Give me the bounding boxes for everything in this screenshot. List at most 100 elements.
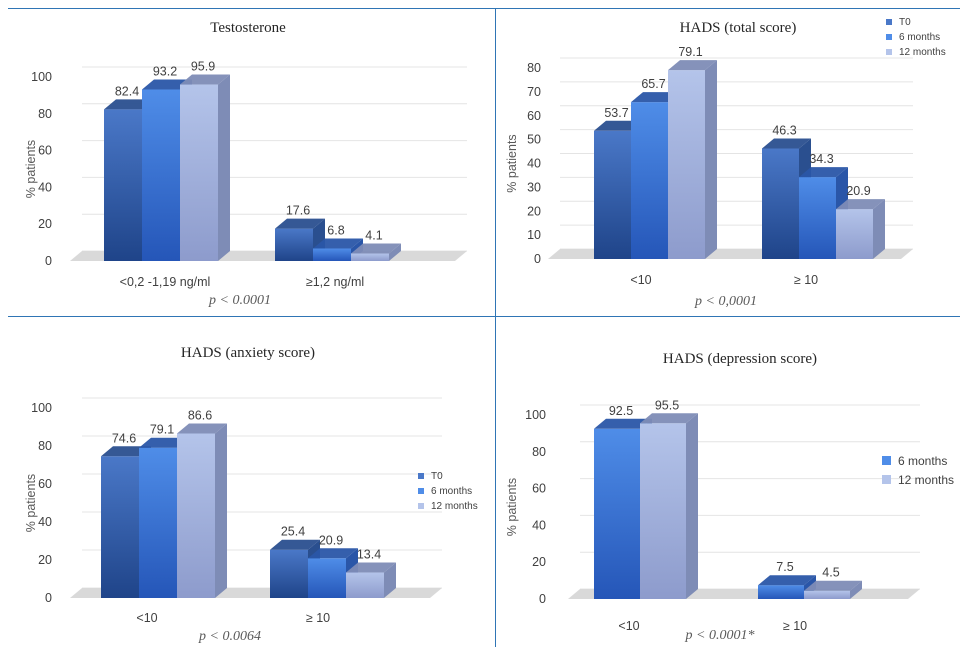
bar-side [850, 580, 862, 599]
bar-front [836, 209, 873, 259]
legend-label-12-months: 12 months [899, 47, 946, 58]
legend-swatch-t0 [418, 473, 424, 479]
data-label: 17.6 [286, 204, 310, 218]
y-tick-label: 80 [38, 439, 52, 453]
chart-title: Testosterone [210, 20, 286, 36]
x-category-label: ≥ 10 [306, 611, 330, 625]
bar-top [799, 167, 848, 178]
chart-hads-anxiety: HADS (anxiety score) 0 20 40 60 80 100 % patien… [0, 317, 495, 647]
data-label: 20.9 [319, 533, 343, 547]
y-tick-label: 20 [38, 217, 52, 231]
x-category-label: <10 [630, 273, 651, 287]
data-label: 46.3 [772, 123, 796, 137]
data-label: 93.2 [153, 65, 177, 79]
chart-title: HADS (depression score) [663, 351, 817, 367]
data-label: 79.1 [678, 45, 702, 59]
bar-top [275, 218, 325, 229]
y-tick-label: 40 [527, 157, 541, 171]
bar-front [762, 148, 799, 259]
bar-top [313, 238, 363, 249]
data-label: 13.4 [357, 548, 381, 562]
bar-front [104, 109, 142, 261]
legend-label-12-months: 12 months [898, 473, 954, 487]
bar-front [346, 572, 384, 598]
y-tick-label: 80 [38, 107, 52, 121]
bar-top [139, 437, 189, 448]
bar-front [177, 433, 215, 598]
bar-12-months-2 [836, 199, 885, 259]
bar-front [351, 253, 389, 261]
bar-front [142, 89, 180, 262]
bar-front [631, 102, 668, 259]
chart-title: HADS (total score) [680, 20, 797, 36]
bar-12-months-1 [668, 60, 717, 260]
data-label: 65.7 [641, 77, 665, 91]
y-tick-label: 20 [527, 204, 541, 218]
bar-front [594, 428, 640, 599]
bar-side [705, 60, 717, 260]
bar-front [101, 456, 139, 598]
y-tick-label: 100 [31, 401, 52, 415]
y-tick-label: 40 [532, 518, 546, 532]
bar-front [308, 558, 346, 598]
y-tick-label: 60 [527, 109, 541, 123]
data-label: 95.5 [655, 398, 679, 412]
bar-top [631, 92, 680, 103]
x-category-label: ≥ 10 [783, 619, 807, 633]
x-category-label: <10 [136, 611, 157, 625]
vertical-divider [495, 8, 496, 647]
legend-swatch-12-months [418, 503, 424, 509]
bar-side [873, 199, 885, 259]
legend-label-t0: T0 [431, 471, 443, 482]
bar-side [384, 562, 396, 598]
x-category-label: <0,2 -1,19 ng/ml [120, 275, 211, 289]
legend-swatch-6-months [886, 34, 892, 40]
bar-top [142, 79, 192, 90]
bar-side [686, 413, 698, 599]
bar-top [804, 580, 862, 591]
legend-swatch-t0 [886, 19, 892, 25]
y-tick-label: 30 [527, 180, 541, 194]
bar-top [270, 539, 320, 550]
bar-front [139, 447, 177, 598]
bar-12-months-2 [351, 243, 401, 261]
bar-top [308, 548, 358, 559]
y-tick-label: 40 [38, 180, 52, 194]
data-label: 74.6 [112, 431, 136, 445]
chart-testosterone: Testosterone 0 20 40 60 80 100 % patients 82.4 93… [0, 0, 495, 316]
bar-top [594, 418, 652, 429]
y-tick-label: 0 [45, 254, 52, 268]
bar-12-months-1 [640, 413, 698, 599]
bar-front [594, 130, 631, 259]
y-tick-label: 10 [527, 228, 541, 242]
p-value: p < 0.0001 [208, 293, 271, 308]
bar-side [389, 243, 401, 261]
bar-front [640, 423, 686, 599]
bar-12-months-1 [180, 74, 230, 261]
chart-hads-total: HADS (total score) 0 10 20 30 40 50 60 70 80 % pat… [496, 0, 964, 316]
legend-label-6-months: 6 months [898, 454, 947, 468]
y-tick-label: 40 [38, 515, 52, 529]
bar-top [762, 138, 811, 149]
bar-side [215, 423, 227, 598]
chart-hads-depression: HADS (depression score) 0 20 40 60 80 100 % pat… [496, 317, 964, 647]
data-label: 95.9 [191, 60, 215, 74]
bar-12-months-2 [346, 562, 396, 598]
legend-swatch-6-months [418, 488, 424, 494]
x-category-label: ≥ 10 [794, 273, 818, 287]
legend-label-6-months: 6 months [431, 486, 472, 497]
bar-front [799, 177, 836, 259]
bar-top [346, 562, 396, 573]
y-tick-label: 60 [532, 482, 546, 496]
bar-top [594, 120, 643, 131]
data-label: 20.9 [846, 184, 870, 198]
horizontal-divider [8, 316, 960, 317]
bar-front [804, 590, 850, 599]
y-tick-label: 60 [38, 477, 52, 491]
y-tick-label: 0 [534, 252, 541, 266]
y-tick-label: 100 [31, 70, 52, 84]
legend-swatch-12-months [882, 475, 891, 484]
bar-top [104, 99, 154, 110]
legend-label-12-months: 12 months [431, 501, 478, 512]
data-label: 79.1 [150, 423, 174, 437]
